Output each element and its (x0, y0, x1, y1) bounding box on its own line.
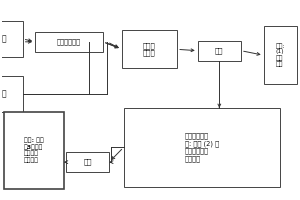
Text: 碳化: 产品
（3）疏松
型碳基锂
吸附剂颗: 碳化: 产品 （3）疏松 型碳基锂 吸附剂颗 (24, 138, 44, 163)
Text: 烘干: 烘干 (83, 159, 92, 165)
Text: 混合过滤除杂: 混合过滤除杂 (57, 39, 81, 45)
FancyBboxPatch shape (0, 76, 23, 112)
Text: 碳化:
(1)
型碳
吸附: 碳化: (1) 型碳 吸附 (275, 43, 285, 67)
FancyBboxPatch shape (122, 30, 177, 68)
FancyBboxPatch shape (0, 21, 23, 57)
FancyBboxPatch shape (35, 32, 103, 52)
Text: 水下造
粒文联: 水下造 粒文联 (143, 42, 156, 56)
FancyBboxPatch shape (198, 41, 241, 61)
Text: 剂: 剂 (2, 34, 7, 43)
FancyBboxPatch shape (66, 152, 109, 172)
Text: 交联液浸泡交
联: 产品 (2) 高
强度吸水性吸
附剂颗粒: 交联液浸泡交 联: 产品 (2) 高 强度吸水性吸 附剂颗粒 (185, 133, 219, 162)
Text: 子: 子 (2, 90, 7, 99)
Text: 烘干: 烘干 (215, 47, 224, 54)
FancyBboxPatch shape (124, 108, 280, 187)
FancyBboxPatch shape (264, 26, 297, 84)
FancyBboxPatch shape (4, 112, 64, 189)
